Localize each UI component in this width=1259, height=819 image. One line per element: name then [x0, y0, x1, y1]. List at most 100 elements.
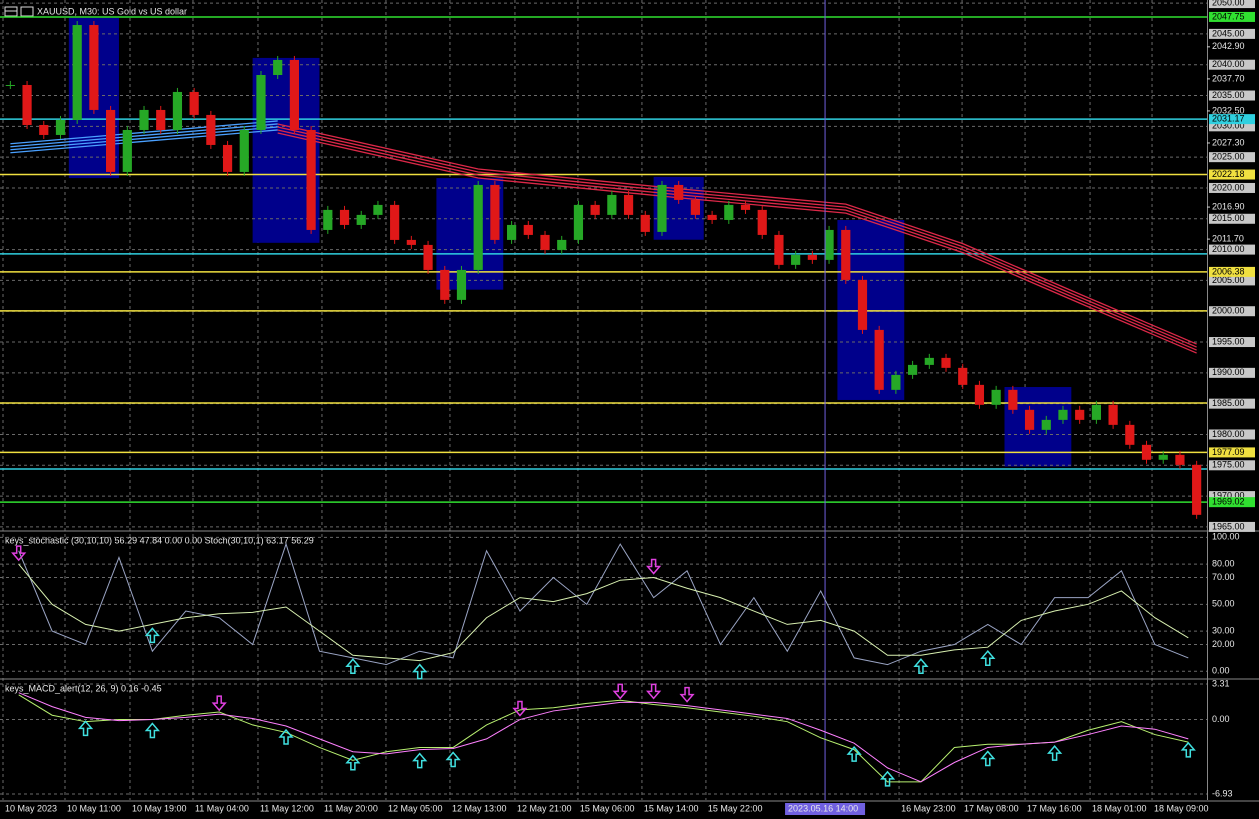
y-tick-label: 2025.00 [1212, 152, 1245, 162]
y-tick-box [1209, 306, 1255, 317]
moving-average [277, 126, 1197, 348]
y-tick-label: 50.00 [1212, 599, 1235, 609]
y-tick-label: 2020.00 [1212, 182, 1245, 192]
sell-arrow [11, 545, 27, 562]
y-label: 2016.90 [1212, 201, 1245, 211]
candle [958, 367, 968, 385]
candle [974, 384, 985, 405]
x-tick-label: 11 May 04:00 [195, 803, 249, 813]
indicator-title: keys_stochastic (30,10,10) 56.29 47.84 0… [5, 535, 314, 545]
candle [1075, 409, 1085, 420]
y-tick-label: 1990.00 [1212, 367, 1245, 377]
candle [1058, 409, 1068, 420]
level-box [1209, 447, 1255, 458]
x-tick-label: 15 May 14:00 [644, 803, 699, 813]
candle [657, 184, 667, 232]
level-label: 2031.17 [1212, 114, 1245, 124]
y-tick-label: 2030.00 [1212, 121, 1245, 131]
level-box [1209, 169, 1255, 180]
candle [72, 25, 82, 120]
candle [1091, 404, 1101, 420]
candle [674, 184, 684, 200]
candle [273, 59, 283, 76]
moving-average [277, 132, 1197, 354]
y-tick-label: 1965.00 [1212, 521, 1245, 531]
moving-average [10, 129, 278, 154]
crosshair-label: 2023.05.16 14:00 [788, 803, 858, 813]
buy-arrow [144, 722, 161, 739]
buy-arrow [345, 658, 361, 674]
y-tick-box [1209, 28, 1255, 39]
candle [1192, 464, 1202, 515]
level-box [1209, 497, 1255, 508]
candle [156, 109, 166, 130]
candle [891, 374, 901, 390]
candle [172, 91, 183, 130]
buy-arrow [1046, 744, 1063, 761]
y-tick-box [1209, 367, 1255, 378]
candle [757, 209, 767, 235]
candle [924, 357, 934, 365]
x-tick-label: 12 May 13:00 [452, 803, 507, 813]
y-tick-box [1209, 59, 1255, 70]
candle [39, 124, 49, 135]
y-tick-label: 2040.00 [1212, 59, 1245, 69]
x-tick-label: 17 May 08:00 [964, 803, 1019, 813]
buy-arrow [345, 754, 361, 771]
candle [373, 204, 383, 215]
candle [941, 357, 951, 368]
candle [1141, 444, 1152, 460]
x-tick-label: 18 May 09:00 [1154, 803, 1209, 813]
buy-arrow [846, 746, 862, 762]
candle [189, 91, 199, 115]
y-tick-label: 2010.00 [1212, 244, 1245, 254]
y-tick-label: 1995.00 [1212, 336, 1245, 346]
y-label: 2011.70 [1212, 233, 1244, 243]
candle [456, 269, 467, 300]
candle [857, 279, 868, 330]
buy-arrow [913, 658, 929, 674]
sell-arrow [612, 683, 628, 700]
chart-title: XAUUSD, M30: US Gold vs US dollar [37, 6, 187, 16]
candle [356, 214, 366, 225]
y-tick-label: 1970.00 [1212, 490, 1245, 500]
candle [306, 129, 316, 230]
candle [1125, 424, 1135, 445]
candle [1108, 404, 1118, 425]
y-tick-box [1209, 429, 1255, 440]
y-tick-box [1209, 398, 1255, 409]
crosshair-box [785, 803, 866, 815]
candle [89, 25, 99, 110]
y-tick-box [1209, 213, 1255, 224]
candle [724, 204, 734, 220]
candle [222, 144, 233, 172]
y-label: 2027.30 [1212, 137, 1245, 147]
candle [874, 329, 884, 390]
x-tick-label: 10 May 2023 [5, 803, 57, 813]
level-label: 1969.02 [1212, 497, 1245, 507]
level-label: 2006.38 [1212, 266, 1245, 276]
buy-arrow [1180, 741, 1196, 758]
moving-average [277, 129, 1197, 351]
level-box [1209, 266, 1255, 277]
y-tick-box [1209, 337, 1255, 348]
candle [740, 204, 751, 210]
y-tick-label: 70.00 [1212, 572, 1235, 582]
candle [440, 269, 450, 300]
candle [423, 244, 433, 270]
buy-arrow [77, 720, 94, 737]
sell-arrow [645, 558, 662, 575]
level-label: 1977.09 [1212, 447, 1245, 457]
moving-average [10, 123, 278, 148]
y-tick-label: 1985.00 [1212, 398, 1245, 408]
candle [1158, 454, 1168, 460]
buy-arrow [144, 627, 161, 644]
y-tick-box [1209, 244, 1255, 255]
candle [55, 119, 66, 135]
y-label: 2042.90 [1212, 41, 1245, 51]
moving-average [10, 126, 278, 151]
candle [490, 184, 500, 240]
buy-arrow [412, 752, 428, 769]
sell-arrow [679, 686, 695, 703]
